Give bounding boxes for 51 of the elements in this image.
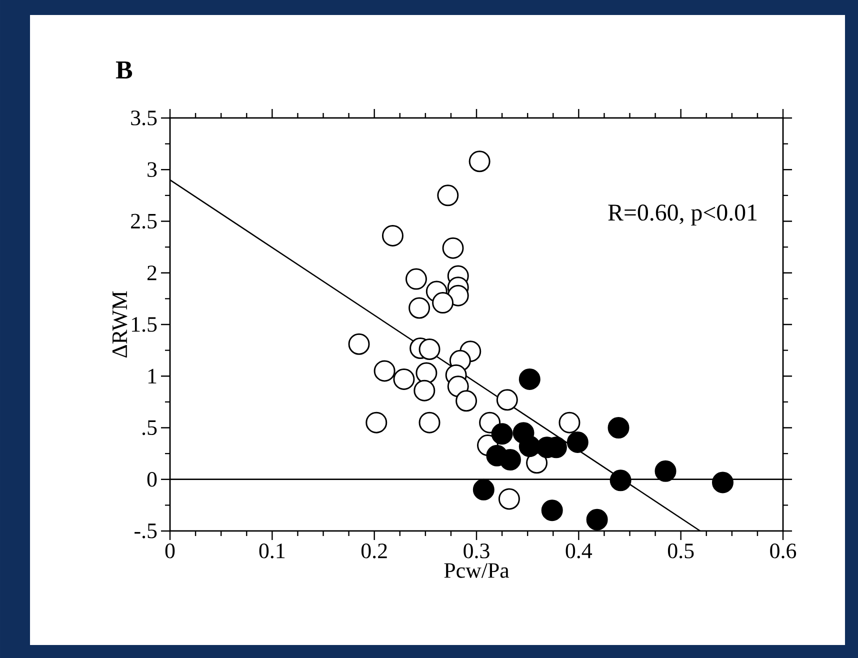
x-tick-label: 0.5 xyxy=(668,544,694,558)
point xyxy=(518,436,540,458)
point xyxy=(518,368,540,390)
x-tick-label: 0.1 xyxy=(259,544,285,558)
point xyxy=(418,412,440,434)
point xyxy=(456,390,478,412)
x-tick-label: 0.4 xyxy=(566,544,592,558)
point xyxy=(437,184,459,206)
y-tick-label: 2.5 xyxy=(131,214,157,229)
point xyxy=(541,500,563,522)
point xyxy=(654,460,676,482)
y-tick-label: .5 xyxy=(142,420,157,436)
point xyxy=(405,268,427,290)
point xyxy=(366,412,388,434)
point xyxy=(408,297,430,319)
point xyxy=(382,224,404,246)
point xyxy=(499,448,521,470)
x-tick-label: 0.3 xyxy=(464,544,490,558)
point xyxy=(374,360,396,382)
point xyxy=(442,237,464,259)
point xyxy=(472,478,494,500)
point xyxy=(416,362,438,384)
y-tick-label: 1.5 xyxy=(132,317,157,332)
point xyxy=(418,338,440,360)
point xyxy=(498,488,520,510)
y-tick-label: 0 xyxy=(147,472,157,487)
annotation: R=0.60, p<0.01 xyxy=(608,204,757,226)
point xyxy=(348,333,370,355)
y-tick-label: 3 xyxy=(148,162,157,177)
point xyxy=(491,423,513,445)
y-axis-title: ΔRWM xyxy=(112,291,128,358)
point xyxy=(496,389,518,411)
y-tick-label: 3.5 xyxy=(131,110,157,126)
point xyxy=(432,292,454,314)
point xyxy=(393,368,415,390)
point xyxy=(586,508,608,530)
y-tick-label: 1 xyxy=(148,368,156,384)
point xyxy=(566,431,588,453)
point xyxy=(558,412,580,434)
y-tick-label: 2 xyxy=(147,266,156,280)
chart-title: B xyxy=(116,61,132,79)
x-tick-label: 0.2 xyxy=(361,544,387,558)
point xyxy=(414,380,436,402)
point xyxy=(608,416,630,438)
point xyxy=(610,470,632,492)
y-tick-label: -.5 xyxy=(134,524,157,538)
x-axis-title: Pcw/Pa xyxy=(444,563,510,578)
x-tick-label: 0 xyxy=(165,544,175,558)
point xyxy=(468,150,490,172)
x-tick-label: 0.6 xyxy=(770,544,796,558)
point xyxy=(712,472,734,494)
